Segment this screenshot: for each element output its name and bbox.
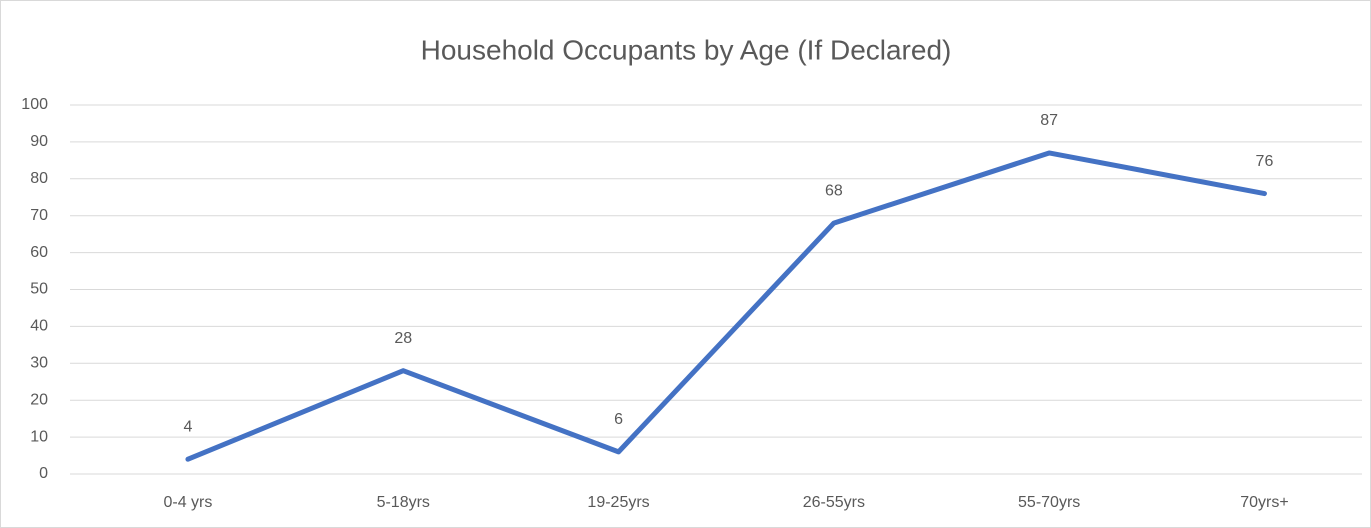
y-tick-label: 100 xyxy=(21,96,48,113)
x-tick-label: 0-4 yrs xyxy=(163,494,212,511)
data-label: 87 xyxy=(1040,112,1058,129)
x-tick-label: 55-70yrs xyxy=(1018,494,1080,511)
line xyxy=(185,150,1267,462)
x-tick-label: 70yrs+ xyxy=(1240,494,1288,511)
chart-title: Household Occupants by Age (If Declared) xyxy=(421,34,952,65)
x-tick-label: 5-18yrs xyxy=(377,494,430,511)
data-label: 4 xyxy=(183,418,192,435)
y-tick-label: 10 xyxy=(30,428,48,445)
y-tick-label: 60 xyxy=(30,244,48,261)
y-tick-label: 80 xyxy=(30,170,48,187)
y-tick-label: 90 xyxy=(30,133,48,150)
y-tick-label: 30 xyxy=(30,355,48,372)
y-tick-label: 70 xyxy=(30,207,48,224)
y-tick-label: 40 xyxy=(30,318,48,335)
data-label: 28 xyxy=(394,330,412,347)
x-tick-label: 19-25yrs xyxy=(587,494,649,511)
x-tick-label: 26-55yrs xyxy=(803,494,865,511)
data-label: 76 xyxy=(1256,153,1274,170)
data-label: 6 xyxy=(614,411,623,428)
data-label: 68 xyxy=(825,182,843,199)
y-tick-label: 0 xyxy=(39,465,48,482)
y-tick-label: 50 xyxy=(30,281,48,298)
y-tick-label: 20 xyxy=(30,391,48,408)
